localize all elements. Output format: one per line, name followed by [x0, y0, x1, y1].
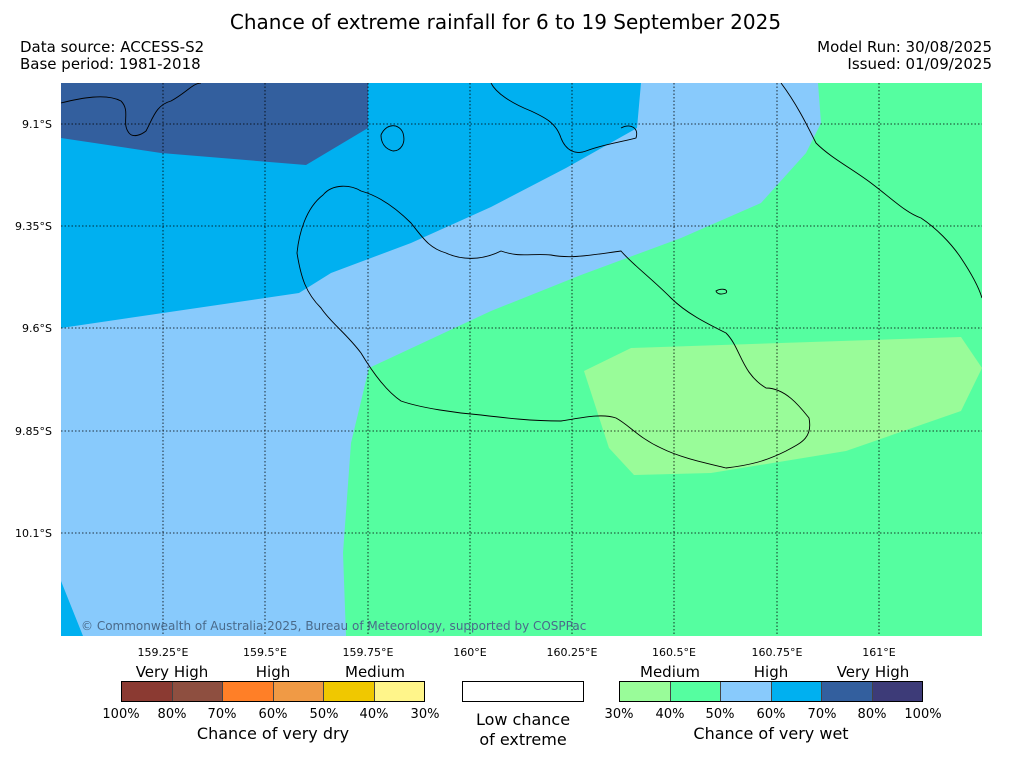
dry-tick: 30%	[410, 707, 440, 722]
lon-label: 159.5°E	[243, 646, 287, 659]
wet-group-label: Medium	[640, 663, 700, 681]
coastline-north-islet	[380, 125, 405, 152]
wet-tick: 30%	[604, 707, 634, 722]
wet-swatch	[822, 682, 873, 701]
wet-tick: 40%	[655, 707, 685, 722]
wet-legend-title: Chance of very wet	[693, 724, 849, 743]
issued-text: Issued: 01/09/2025	[847, 55, 992, 73]
lon-label: 160°E	[453, 646, 487, 659]
dry-swatch	[172, 682, 223, 701]
wet-swatch	[872, 682, 922, 701]
data-source-text: Data source: ACCESS-S2	[20, 38, 205, 56]
lon-label: 160.75°E	[751, 646, 803, 659]
dry-swatch	[374, 682, 424, 701]
lon-label: 159.25°E	[137, 646, 189, 659]
wet-tick: 80%	[857, 707, 887, 722]
base-period-text: Base period: 1981-2018	[20, 55, 201, 73]
dry-group-label: Medium	[345, 663, 405, 681]
lat-label: 9.6°S	[22, 322, 52, 335]
dry-group-label: High	[255, 663, 291, 681]
dry-tick: 100%	[102, 707, 140, 722]
coastline-northwest	[61, 83, 202, 137]
dry-tick: 70%	[207, 707, 237, 722]
zone-80-plus	[61, 83, 368, 165]
wet-swatch	[620, 682, 671, 701]
wet-tick: 60%	[756, 707, 786, 722]
dry-swatch	[273, 682, 324, 701]
lat-label: 9.1°S	[22, 118, 52, 131]
neutral-title-line2: of extreme	[479, 730, 567, 749]
wet-swatch	[721, 682, 772, 701]
zone-30-40	[584, 337, 982, 475]
dry-colorbar	[121, 681, 425, 702]
dry-legend-title: Chance of very dry	[196, 724, 350, 743]
dry-swatch	[122, 682, 173, 701]
wet-group-label: Very High	[836, 663, 910, 681]
neutral-title-line1: Low chance	[475, 710, 571, 729]
wet-group-label: High	[753, 663, 789, 681]
meta-left: Data source: ACCESS-S2 Base period: 1981…	[20, 39, 204, 73]
lat-label: 9.85°S	[15, 425, 52, 438]
lon-label: 161°E	[862, 646, 896, 659]
wet-tick: 70%	[807, 707, 837, 722]
zone-70-80-corner	[61, 581, 83, 636]
coastline-east-islet	[715, 288, 728, 295]
dry-group-label: Very High	[135, 663, 209, 681]
dry-tick: 80%	[157, 707, 187, 722]
lon-label: 160.25°E	[546, 646, 598, 659]
lon-label: 159.75°E	[342, 646, 394, 659]
wet-tick: 100%	[904, 707, 942, 722]
dry-tick: 40%	[359, 707, 389, 722]
wet-swatch	[670, 682, 721, 701]
dry-swatch	[223, 682, 274, 701]
copyright-text: © Commonwealth of Australia 2025, Bureau…	[81, 619, 586, 633]
neutral-swatch	[462, 681, 584, 702]
lat-label: 10.1°S	[15, 527, 52, 540]
model-run-text: Model Run: 30/08/2025	[817, 38, 992, 56]
wet-colorbar	[619, 681, 923, 702]
rainfall-map: © Commonwealth of Australia 2025, Bureau…	[61, 83, 982, 636]
wet-swatch	[771, 682, 822, 701]
wet-tick: 50%	[705, 707, 735, 722]
dry-tick: 50%	[309, 707, 339, 722]
coastline-east	[780, 83, 982, 299]
meta-right: Model Run: 30/08/2025 Issued: 01/09/2025	[817, 39, 992, 73]
dry-swatch	[324, 682, 375, 701]
dry-tick: 60%	[258, 707, 288, 722]
coastline-island-main	[296, 185, 811, 469]
lat-label: 9.35°S	[15, 220, 52, 233]
neutral-legend-title: Low chance of extreme	[443, 710, 603, 750]
lon-label: 160.5°E	[652, 646, 696, 659]
map-title: Chance of extreme rainfall for 6 to 19 S…	[229, 10, 782, 34]
